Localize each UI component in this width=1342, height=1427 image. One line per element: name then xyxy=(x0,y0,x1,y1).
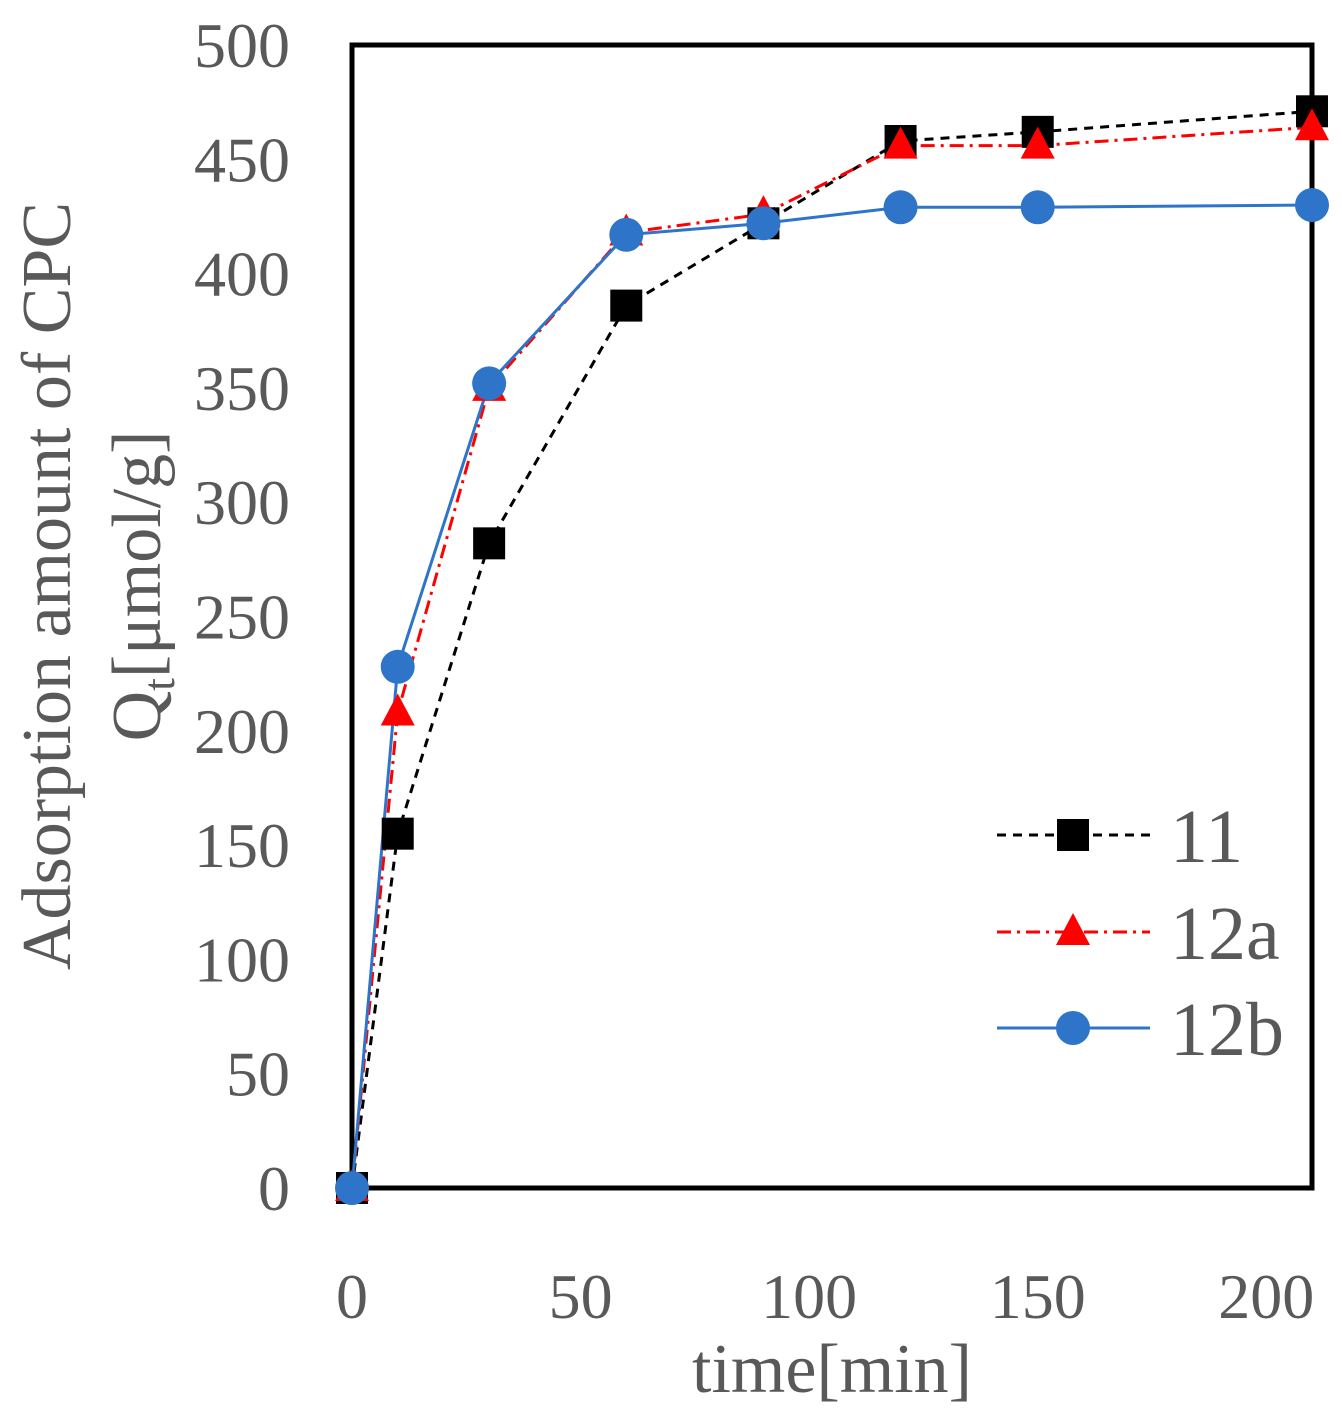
point-11-10 xyxy=(381,817,414,850)
point-11-60 xyxy=(610,289,643,322)
point-12a-10 xyxy=(380,693,415,726)
y-axis-label-unit: [μmol/g] xyxy=(99,431,176,679)
x-tick-0: 0 xyxy=(336,1261,368,1332)
legend-label-11: 11 xyxy=(1170,795,1243,879)
plot-frame xyxy=(349,42,1315,1191)
x-tick-100: 100 xyxy=(761,1261,857,1332)
y-tick-250: 250 xyxy=(194,582,290,653)
x-tick-50: 50 xyxy=(549,1261,613,1332)
y-axis-label-q: Q xyxy=(99,691,176,742)
y-tick-0: 0 xyxy=(258,1153,290,1224)
point-12a-120 xyxy=(883,126,918,159)
legend-marker-11 xyxy=(1057,819,1089,851)
x-tick-150: 150 xyxy=(990,1261,1086,1332)
y-axis-label-line2: Qt[μmol/g] xyxy=(99,431,184,742)
legend-marker-12a xyxy=(1056,913,1090,945)
y-tick-450: 450 xyxy=(194,124,290,195)
y-tick-labels: 0 50 100 150 200 250 300 350 400 450 500 xyxy=(194,10,290,1224)
series-line-12b xyxy=(350,203,1313,1189)
point-12b-0 xyxy=(335,1171,369,1205)
legend-label-12a: 12a xyxy=(1170,892,1280,976)
y-tick-500: 500 xyxy=(194,10,290,81)
y-tick-350: 350 xyxy=(194,353,290,424)
x-tick-200: 200 xyxy=(1218,1261,1314,1332)
y-tick-150: 150 xyxy=(194,810,290,881)
point-12b-60 xyxy=(609,217,644,252)
series-line-11 xyxy=(350,109,1313,1189)
series-lines xyxy=(350,109,1313,1189)
series-line-12a xyxy=(350,125,1313,1189)
legend: 11 12a 12b xyxy=(997,795,1284,1072)
point-12b-10 xyxy=(380,649,415,684)
point-12b-30 xyxy=(472,366,507,401)
x-tick-labels: 0 50 100 150 200 xyxy=(336,1261,1314,1332)
y-tick-200: 200 xyxy=(194,696,290,767)
y-axis-label-subscript: t xyxy=(133,678,184,691)
point-12b-90 xyxy=(746,206,781,241)
y-tick-50: 50 xyxy=(226,1039,290,1110)
y-axis-label-line1: Adsorption amount of CPC xyxy=(9,202,86,970)
y-tick-300: 300 xyxy=(194,467,290,538)
point-12a-150 xyxy=(1020,126,1055,159)
y-tick-400: 400 xyxy=(194,239,290,310)
point-12a-210 xyxy=(1295,108,1329,141)
series-markers xyxy=(335,95,1329,1205)
point-11-30 xyxy=(473,527,506,560)
point-12b-210 xyxy=(1295,188,1329,223)
legend-marker-12b xyxy=(1056,1011,1090,1045)
x-axis-label: time[min] xyxy=(692,1331,972,1408)
y-tick-100: 100 xyxy=(194,924,290,995)
point-12b-150 xyxy=(1020,190,1055,225)
legend-label-12b: 12b xyxy=(1170,988,1284,1072)
point-12b-120 xyxy=(883,190,918,225)
